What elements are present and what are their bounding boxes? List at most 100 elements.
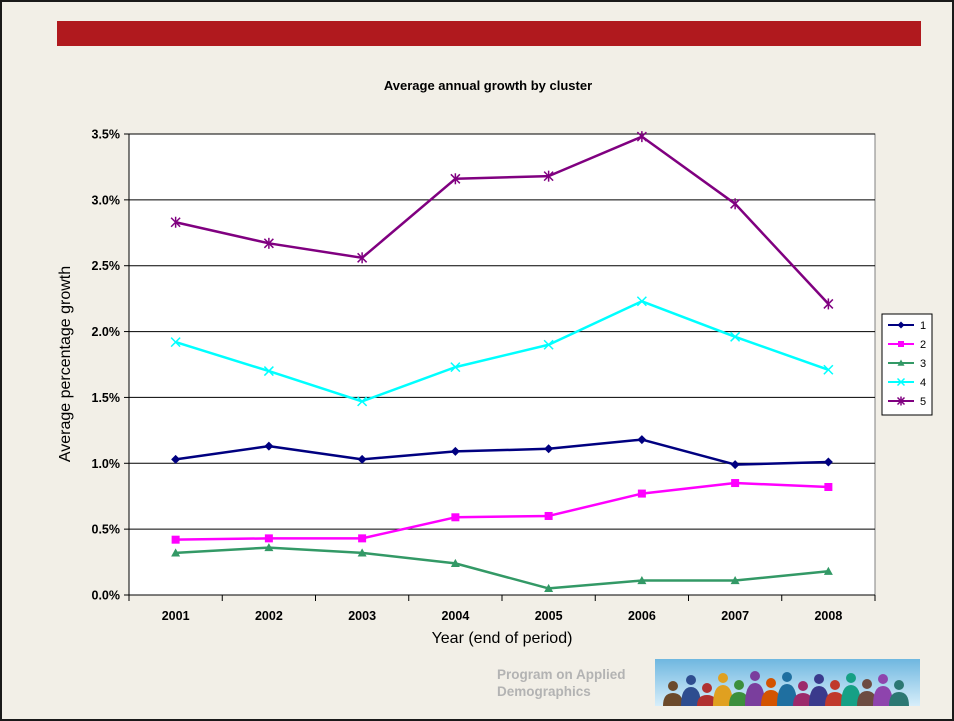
footer-org-name: Program on Applied Demographics — [497, 666, 657, 700]
data-point — [896, 377, 906, 387]
y-tick-label: 0.0% — [92, 589, 121, 603]
data-point — [636, 296, 647, 307]
data-point — [357, 252, 368, 264]
series-5 — [170, 131, 834, 310]
series-line — [175, 300, 829, 403]
series — [170, 131, 834, 593]
legend-label: 4 — [920, 377, 926, 389]
person-silhouette — [745, 671, 765, 706]
legend-item: 4 — [888, 377, 926, 389]
x-tick-label: 2003 — [348, 609, 376, 623]
data-point — [543, 339, 554, 350]
data-point — [897, 359, 905, 366]
plot-background — [128, 133, 876, 596]
person-silhouette — [681, 675, 701, 706]
person-silhouette — [873, 674, 893, 706]
legend-label: 5 — [920, 396, 926, 408]
person-silhouette — [793, 681, 813, 706]
person-silhouette — [777, 672, 797, 706]
data-point — [450, 446, 460, 456]
y-tick-label: 3.0% — [92, 193, 121, 207]
y-tick-label: 1.0% — [92, 457, 121, 471]
series-line — [175, 135, 830, 305]
footer-org-line1: Program on Applied — [497, 667, 626, 682]
legend: 1 2 3 4 5 — [881, 313, 933, 416]
people-silhouettes — [663, 671, 909, 706]
legend-label: 3 — [920, 358, 926, 370]
legend-item: 5 — [888, 396, 926, 408]
plot-area — [128, 133, 876, 596]
data-point — [171, 535, 180, 544]
header-bar — [57, 21, 921, 46]
person-silhouette — [857, 679, 877, 706]
data-point — [824, 482, 833, 491]
data-point — [730, 576, 740, 585]
y-axis-label: Average percentage growth — [57, 266, 74, 462]
y-tick-label: 2.0% — [92, 325, 121, 339]
series-1 — [171, 435, 833, 470]
x-axis-label: Year (end of period) — [432, 630, 573, 647]
legend-label: 1 — [920, 320, 926, 332]
series-4 — [170, 296, 834, 407]
data-point — [171, 454, 181, 464]
data-point — [358, 534, 367, 543]
x-tick-label: 2002 — [255, 609, 283, 623]
person-silhouette — [841, 673, 861, 706]
data-point — [896, 396, 906, 406]
data-point — [823, 457, 833, 467]
person-silhouette — [761, 678, 781, 706]
series-2 — [171, 479, 833, 544]
y-tick-label: 1.5% — [92, 391, 121, 405]
series-line — [175, 438, 829, 466]
data-point — [823, 364, 834, 375]
data-point — [263, 237, 274, 249]
person-silhouette — [809, 674, 829, 706]
x-tick-label: 2007 — [721, 609, 749, 623]
data-point — [171, 548, 181, 557]
x-tick-label: 2005 — [535, 609, 563, 623]
legend-item: 3 — [888, 358, 926, 370]
data-point — [897, 321, 905, 329]
data-point — [823, 298, 834, 310]
series-line — [175, 481, 829, 541]
data-point — [357, 548, 367, 557]
y-tick-label: 3.5% — [92, 128, 121, 142]
gridlines — [129, 133, 875, 530]
data-point — [170, 337, 181, 348]
person-silhouette — [663, 681, 683, 706]
x-axis: 2001 2002 2003 2004 2005 2006 2007 2008 — [128, 594, 876, 623]
data-point — [637, 576, 647, 585]
x-tick-label: 2004 — [441, 609, 469, 623]
legend-label: 2 — [920, 339, 926, 351]
data-point — [543, 170, 554, 182]
person-silhouette — [697, 683, 717, 706]
data-point — [264, 543, 274, 552]
data-point — [451, 513, 460, 522]
data-point — [544, 511, 553, 520]
data-point — [636, 131, 647, 143]
data-point — [730, 198, 741, 210]
data-point — [544, 444, 554, 454]
legend-box — [881, 313, 933, 416]
data-point — [264, 534, 273, 543]
data-point — [357, 396, 368, 407]
person-silhouette — [729, 680, 749, 706]
data-point — [637, 489, 646, 498]
y-tick-label: 0.5% — [92, 523, 121, 537]
x-tick-label: 2001 — [162, 609, 190, 623]
person-silhouette — [713, 673, 733, 706]
people-illustration — [655, 659, 920, 706]
data-point — [263, 366, 274, 377]
series-line — [175, 546, 829, 590]
series-3 — [171, 543, 833, 593]
data-point — [730, 460, 740, 470]
data-point — [730, 331, 741, 342]
chart-title: Average annual growth by cluster — [384, 78, 592, 93]
footer-org-line2: Demographics — [497, 684, 591, 699]
data-point — [264, 441, 274, 451]
data-point — [357, 454, 367, 464]
data-point — [637, 435, 647, 445]
data-point — [450, 362, 461, 373]
data-point — [731, 479, 740, 488]
